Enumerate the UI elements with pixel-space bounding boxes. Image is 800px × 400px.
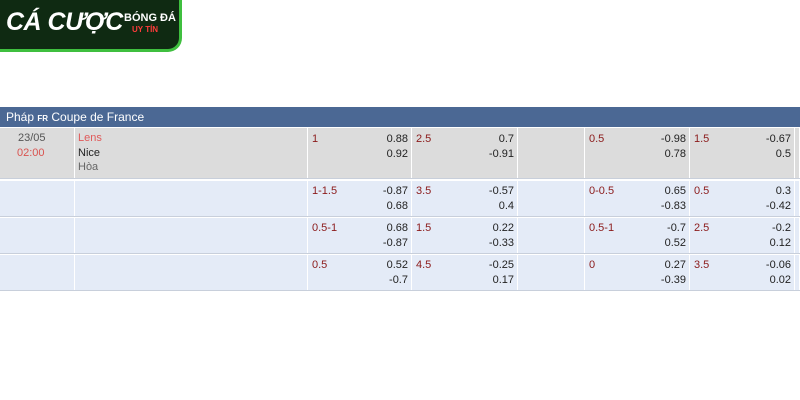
odds-bottom: 0.17 bbox=[492, 274, 514, 286]
cell bbox=[0, 181, 75, 216]
odds-top: 0.52 bbox=[386, 259, 408, 271]
odds-line: 3.5 bbox=[416, 185, 432, 197]
odds-line: 4.5 bbox=[416, 259, 432, 271]
odds-bottom: -0.91 bbox=[488, 148, 514, 160]
odds-top: -0.87 bbox=[382, 185, 408, 197]
odds-bottom: 0.68 bbox=[386, 200, 408, 212]
odds-top: -0.25 bbox=[488, 259, 514, 271]
flag: FR bbox=[37, 114, 49, 123]
cell bbox=[412, 128, 518, 178]
cell bbox=[518, 255, 585, 290]
odds-bottom: -0.39 bbox=[660, 274, 686, 286]
home-team: Lens bbox=[78, 132, 102, 144]
cell bbox=[518, 218, 585, 253]
odds-top: 0.7 bbox=[498, 133, 514, 145]
country: Pháp bbox=[6, 110, 35, 124]
odds-top: 0.88 bbox=[386, 133, 408, 145]
odds-row: 23/05 02:00 Lens Nice Hòa 1 0.88 0.92 2.5 0.7 -0.9… bbox=[0, 128, 800, 179]
odds-line: 2.5 bbox=[694, 222, 710, 234]
logo[interactable]: CÁ CƯỢC BÓNG ĐÁ UY TÍN bbox=[0, 0, 182, 52]
cell bbox=[690, 255, 795, 290]
odds-line: 2.5 bbox=[416, 133, 432, 145]
odds-top: 0.22 bbox=[492, 222, 514, 234]
cell bbox=[0, 128, 75, 178]
odds-bottom: 0.02 bbox=[769, 274, 791, 286]
odds-top: 0.68 bbox=[386, 222, 408, 234]
cell bbox=[308, 128, 412, 178]
odds-row: 0.5 0.52 -0.7 4.5 -0.25 0.17 0 0.27 -0.39 3.5 -0.0… bbox=[0, 255, 800, 291]
cell bbox=[412, 218, 518, 253]
cell bbox=[585, 128, 690, 178]
odds-bottom: 0.52 bbox=[664, 237, 686, 249]
cell bbox=[585, 218, 690, 253]
odds-bottom: 0.4 bbox=[498, 200, 514, 212]
odds-line: 3.5 bbox=[694, 259, 710, 271]
cell bbox=[75, 218, 308, 253]
odds-bottom: 0.92 bbox=[386, 148, 408, 160]
competition: Coupe de France bbox=[51, 110, 145, 124]
cell bbox=[0, 218, 75, 253]
odds-top: 0.3 bbox=[775, 185, 791, 197]
draw-label: Hòa bbox=[78, 161, 99, 173]
cell bbox=[75, 255, 308, 290]
odds-bottom: 0.78 bbox=[664, 148, 686, 160]
odds-bottom: -0.83 bbox=[660, 200, 686, 212]
odds-bottom: -0.87 bbox=[382, 237, 408, 249]
odds-row: 1-1.5 -0.87 0.68 3.5 -0.57 0.4 0-0.5 0.65 -0.83 0… bbox=[0, 181, 800, 217]
cell bbox=[585, 181, 690, 216]
cell bbox=[308, 181, 412, 216]
odds-top: -0.57 bbox=[488, 185, 514, 197]
odds-top: 0.65 bbox=[664, 185, 686, 197]
cell bbox=[690, 218, 795, 253]
odds-row: 0.5-1 0.68 -0.87 1.5 0.22 -0.33 0.5-1 -0.7 0.52 2… bbox=[0, 218, 800, 254]
cell bbox=[690, 128, 795, 178]
cell bbox=[308, 255, 412, 290]
cell bbox=[412, 181, 518, 216]
odds-bottom: -0.33 bbox=[488, 237, 514, 249]
match-time: 02:00 bbox=[17, 147, 45, 159]
odds-bottom: 0.12 bbox=[769, 237, 791, 249]
cell bbox=[795, 181, 800, 216]
odds-line: 0.5-1 bbox=[312, 222, 338, 234]
logo-bottom: UY TÍN bbox=[132, 25, 159, 34]
odds-line: 0.5 bbox=[312, 259, 328, 271]
cell bbox=[795, 218, 800, 253]
logo-top: BÓNG ĐÁ bbox=[124, 12, 176, 24]
logo-main: CÁ CƯỢC bbox=[6, 8, 123, 36]
cell bbox=[795, 255, 800, 290]
odds-line: 1-1.5 bbox=[312, 185, 338, 197]
odds-line: 1 bbox=[312, 133, 319, 145]
cell bbox=[518, 128, 585, 178]
odds-bottom: 0.5 bbox=[775, 148, 791, 160]
match-date: 23/05 bbox=[18, 132, 46, 144]
away-team: Nice bbox=[78, 147, 101, 159]
odds-top: -0.67 bbox=[765, 133, 791, 145]
odds-line: 0.5-1 bbox=[589, 222, 615, 234]
odds-top: -0.2 bbox=[772, 222, 791, 234]
odds-line: 1.5 bbox=[416, 222, 432, 234]
cell bbox=[795, 128, 800, 178]
cell bbox=[75, 181, 308, 216]
cell bbox=[308, 218, 412, 253]
odds-bottom: -0.7 bbox=[389, 274, 408, 286]
cell bbox=[690, 181, 795, 216]
odds-top: -0.7 bbox=[667, 222, 686, 234]
odds-line: 0-0.5 bbox=[589, 185, 615, 197]
odds-line: 0 bbox=[589, 259, 596, 271]
cell bbox=[412, 255, 518, 290]
odds-bottom: -0.42 bbox=[765, 200, 791, 212]
league-header: Pháp FR Coupe de France bbox=[0, 107, 800, 127]
cell bbox=[0, 255, 75, 290]
cell bbox=[75, 128, 308, 178]
odds-top: 0.27 bbox=[664, 259, 686, 271]
odds-line: 0.5 bbox=[589, 133, 605, 145]
odds-line: 1.5 bbox=[694, 133, 710, 145]
odds-top: -0.06 bbox=[765, 259, 791, 271]
cell bbox=[585, 255, 690, 290]
cell bbox=[518, 181, 585, 216]
odds-top: -0.98 bbox=[660, 133, 686, 145]
odds-line: 0.5 bbox=[694, 185, 710, 197]
